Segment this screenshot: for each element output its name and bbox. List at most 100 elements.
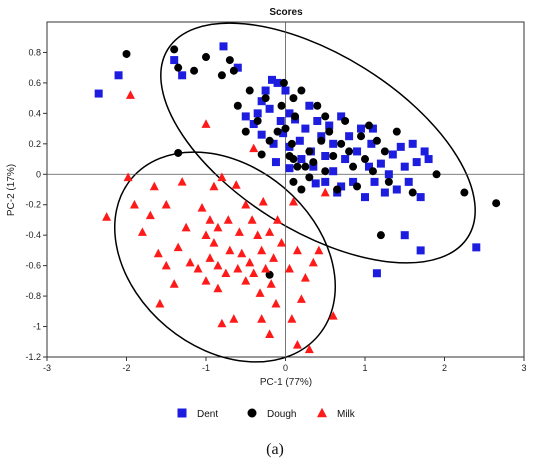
dough-point (432, 170, 441, 179)
ellipse-lower (113, 151, 337, 363)
dough-point (190, 66, 199, 75)
milk-point (213, 260, 223, 270)
dent-point (329, 139, 338, 148)
milk-point (209, 181, 219, 191)
milk-point (257, 314, 267, 323)
milk-point (185, 257, 195, 267)
milk-point (247, 215, 257, 224)
dough-point (265, 136, 274, 145)
dent-point (416, 193, 425, 202)
milk-point (249, 268, 259, 278)
dent-point (257, 97, 266, 106)
dough-point (384, 177, 393, 186)
milk-point (237, 248, 247, 258)
dent-point (384, 170, 393, 179)
dough-point (225, 56, 234, 65)
dent-point (337, 112, 346, 121)
milk-point (177, 177, 187, 186)
milk-point (314, 245, 324, 255)
chart-title: Scores (269, 7, 303, 18)
milk-point (161, 260, 171, 270)
dent-point (380, 188, 389, 197)
dent-point (170, 56, 179, 65)
y-tick-label: -1.2 (25, 352, 41, 362)
dough-point (289, 94, 298, 103)
legend-label-dough: Dough (267, 409, 296, 420)
dent-point (317, 132, 326, 141)
dent-point (376, 159, 385, 168)
milk-point (300, 273, 310, 282)
milk-point (205, 253, 215, 262)
y-axis-ticks: -1.2 -1 -0.8 -0.6 -0.4 -0.2 0 0.2 0.4 0.6 0.8 (25, 47, 47, 362)
milk-point (205, 215, 215, 224)
dough-point (253, 116, 262, 125)
milk-point (241, 199, 251, 209)
dough-point (289, 155, 298, 164)
dough-point (241, 127, 250, 136)
milk-point (123, 172, 133, 182)
legend-label-dent: Dent (197, 409, 218, 420)
dent-point (301, 124, 310, 133)
dough-point (297, 185, 306, 194)
dough-point (353, 182, 362, 191)
score-points (94, 42, 501, 354)
dough-point (287, 139, 296, 148)
milk-point (201, 230, 211, 239)
dent-point (281, 86, 290, 95)
dent-point (341, 155, 350, 164)
dough-point (337, 139, 346, 148)
milk-point (320, 187, 330, 197)
x-axis-title: PC-1 (77%) (260, 377, 312, 388)
dent-point (94, 89, 103, 98)
milk-point (241, 276, 251, 285)
milk-point (288, 196, 298, 206)
dough-point (279, 78, 288, 87)
confidence-ellipses (113, 22, 476, 363)
dent-point (309, 162, 318, 171)
dent-point (273, 78, 282, 87)
dent-point (249, 120, 258, 129)
ellipse-upper (160, 22, 476, 264)
dent-point (396, 142, 405, 151)
x-tick-label: -3 (43, 363, 51, 373)
milk-point (257, 245, 267, 255)
dent-point (337, 182, 346, 191)
milk-point (265, 227, 275, 236)
dent-point (416, 246, 425, 255)
dough-point (380, 147, 389, 156)
dough-point (392, 127, 401, 136)
legend-marker-dough (247, 408, 257, 418)
milk-point (304, 344, 314, 354)
milk-point (292, 340, 302, 349)
milk-point (102, 212, 112, 221)
milk-point (145, 210, 155, 220)
dough-point (217, 71, 226, 80)
milk-point (234, 227, 244, 236)
legend: Dent Dough Milk (177, 407, 356, 420)
dent-point (297, 155, 306, 164)
dough-point (408, 188, 417, 197)
dent-point (305, 101, 314, 110)
y-tick-label: -1 (33, 322, 41, 332)
milk-point (253, 230, 263, 239)
series-dough (122, 45, 501, 279)
dough-point (305, 147, 314, 156)
dough-point (361, 155, 369, 164)
milk-point (261, 263, 271, 273)
dough-point (317, 136, 326, 145)
dough-point (364, 121, 373, 130)
milk-point (292, 245, 302, 255)
legend-label-milk: Milk (337, 409, 356, 420)
legend-marker-dent (177, 408, 187, 418)
dent-point (276, 116, 285, 125)
dough-point (376, 231, 385, 240)
milk-point (271, 298, 281, 308)
dent-point (345, 132, 354, 141)
milk-point (269, 253, 279, 262)
dent-point (269, 139, 278, 148)
x-tick-label: 1 (362, 363, 367, 373)
milk-point (308, 257, 318, 267)
milk-point (249, 143, 259, 153)
dent-point (321, 177, 330, 186)
dent-point (392, 185, 401, 194)
